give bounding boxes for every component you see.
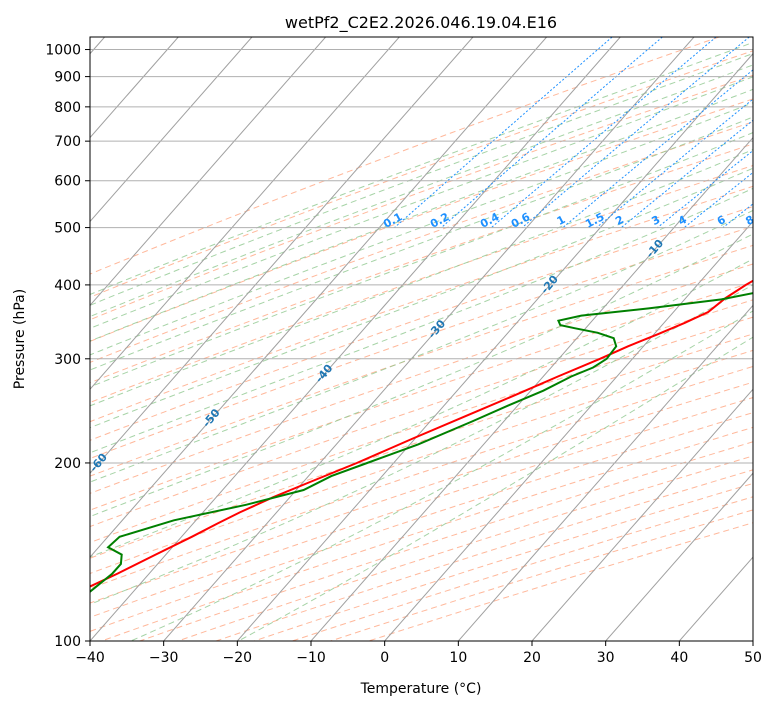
pressure-gridlines (90, 49, 753, 641)
mixing-ratio-line (620, 119, 753, 228)
moist-adiabat (90, 167, 753, 429)
isotherm-line (163, 37, 695, 641)
mixing-ratio-line (441, 37, 663, 228)
y-tick-label: 200 (54, 456, 81, 472)
x-tick-label: 20 (523, 650, 541, 666)
dry-adiabat (90, 98, 753, 342)
dry-adiabat (254, 482, 753, 641)
isotherm-line (90, 37, 253, 223)
dry-adiabat (90, 349, 753, 575)
isotherm-line (90, 37, 400, 391)
dry-adiabat (139, 441, 753, 641)
moist-adiabat (90, 233, 753, 518)
isotherm-label: 0 (753, 205, 768, 219)
moist-adiabat (90, 41, 753, 296)
dry-adiabat (90, 164, 753, 403)
x-tick-label: −40 (75, 650, 105, 666)
y-tick-label: 600 (54, 174, 81, 190)
y-ticks: 100 200 300 400 500 600 700 800 900 1000 (45, 43, 90, 650)
isotherm-line (90, 37, 621, 641)
x-ticks: −40 −30 −20 −10 0 10 20 30 40 50 (75, 641, 762, 666)
chart-title: wetPf2_C2E2.2026.046.19.04.E16 (285, 13, 557, 33)
mixing-ratio-line (751, 225, 753, 228)
x-tick-label: 0 (380, 650, 389, 666)
dry-adiabat (177, 455, 753, 641)
isotherm-line (236, 52, 753, 641)
dry-adiabat (330, 509, 753, 641)
dry-adiabat (292, 496, 753, 641)
dry-adiabat (90, 50, 753, 298)
isotherm-line (752, 640, 753, 641)
dry-adiabat (90, 333, 753, 559)
y-tick-label: 400 (54, 278, 81, 294)
y-tick-label: 900 (54, 70, 81, 86)
moist-adiabat (238, 336, 753, 641)
mixing-ratio-label: 2 (613, 213, 626, 228)
x-tick-label: 30 (597, 650, 615, 666)
dry-adiabat (90, 299, 753, 528)
y-tick-label: 500 (54, 221, 81, 237)
mixing-ratio-label: 1 (555, 213, 568, 228)
y-tick-label: 800 (54, 100, 81, 116)
isotherm-line (90, 37, 327, 307)
dry-adiabat (90, 225, 753, 460)
y-axis-title: Pressure (hPa) (12, 289, 28, 389)
x-axis-title: Temperature (°C) (360, 681, 482, 697)
temperature-series (90, 279, 753, 588)
moist-adiabat (90, 116, 753, 371)
mixing-ratio-line (521, 37, 750, 228)
x-tick-label: 10 (449, 650, 467, 666)
mixing-ratio-line (491, 37, 717, 228)
mixing-ratio-label: 4 (676, 213, 689, 228)
x-tick-label: −30 (149, 650, 179, 666)
dry-adiabat (215, 469, 753, 641)
moist-adiabat (90, 76, 753, 329)
moist-adiabat (90, 258, 753, 558)
mixing-ratio-label: 8 (743, 213, 756, 228)
mixing-ratio-line (394, 37, 613, 228)
sounding-profiles (90, 279, 753, 593)
dry-adiabat (368, 522, 753, 641)
isotherm-line (310, 136, 753, 641)
dry-adiabat (90, 316, 753, 544)
isotherm-line (90, 37, 474, 474)
moist-adiabat (130, 310, 753, 641)
isotherm-line (457, 304, 753, 641)
isotherm-line (384, 220, 753, 641)
isoline-labels: 0.10.20.40.611.52346810131620253036-100-… (90, 205, 775, 475)
isotherm-line (605, 472, 753, 641)
x-tick-label: −20 (223, 650, 253, 666)
mixing-ratio-line (722, 203, 753, 228)
mixing-ratio-line (562, 69, 753, 228)
y-tick-label: 100 (54, 634, 81, 650)
dry-adiabat (90, 206, 753, 441)
moist-adiabat (90, 102, 753, 356)
dry-adiabat (90, 263, 753, 494)
dewpoint-series (90, 292, 753, 593)
mixing-ratio-line (657, 149, 753, 228)
y-tick-label: 700 (54, 134, 81, 150)
isotherm-line (531, 388, 753, 641)
y-tick-label: 300 (54, 352, 81, 368)
moist-adiabat (90, 52, 753, 306)
moist-adiabat (90, 209, 753, 483)
x-tick-label: 50 (744, 650, 762, 666)
mixing-ratio-line (596, 98, 753, 228)
moist-adiabat (90, 284, 753, 605)
background-lines (90, 37, 753, 641)
y-tick-label: 1000 (45, 43, 81, 59)
dry-adiabat (90, 185, 753, 423)
mixing-ratio-label: 10 (763, 211, 775, 230)
dry-adiabat (90, 74, 753, 321)
x-tick-label: 40 (670, 650, 688, 666)
x-tick-label: −10 (296, 650, 326, 666)
plot-frame (89, 36, 754, 642)
mixing-ratio-label: 6 (715, 213, 728, 228)
moist-adiabat (90, 132, 753, 388)
isotherm-line (90, 37, 548, 558)
dry-adiabat (90, 244, 753, 477)
